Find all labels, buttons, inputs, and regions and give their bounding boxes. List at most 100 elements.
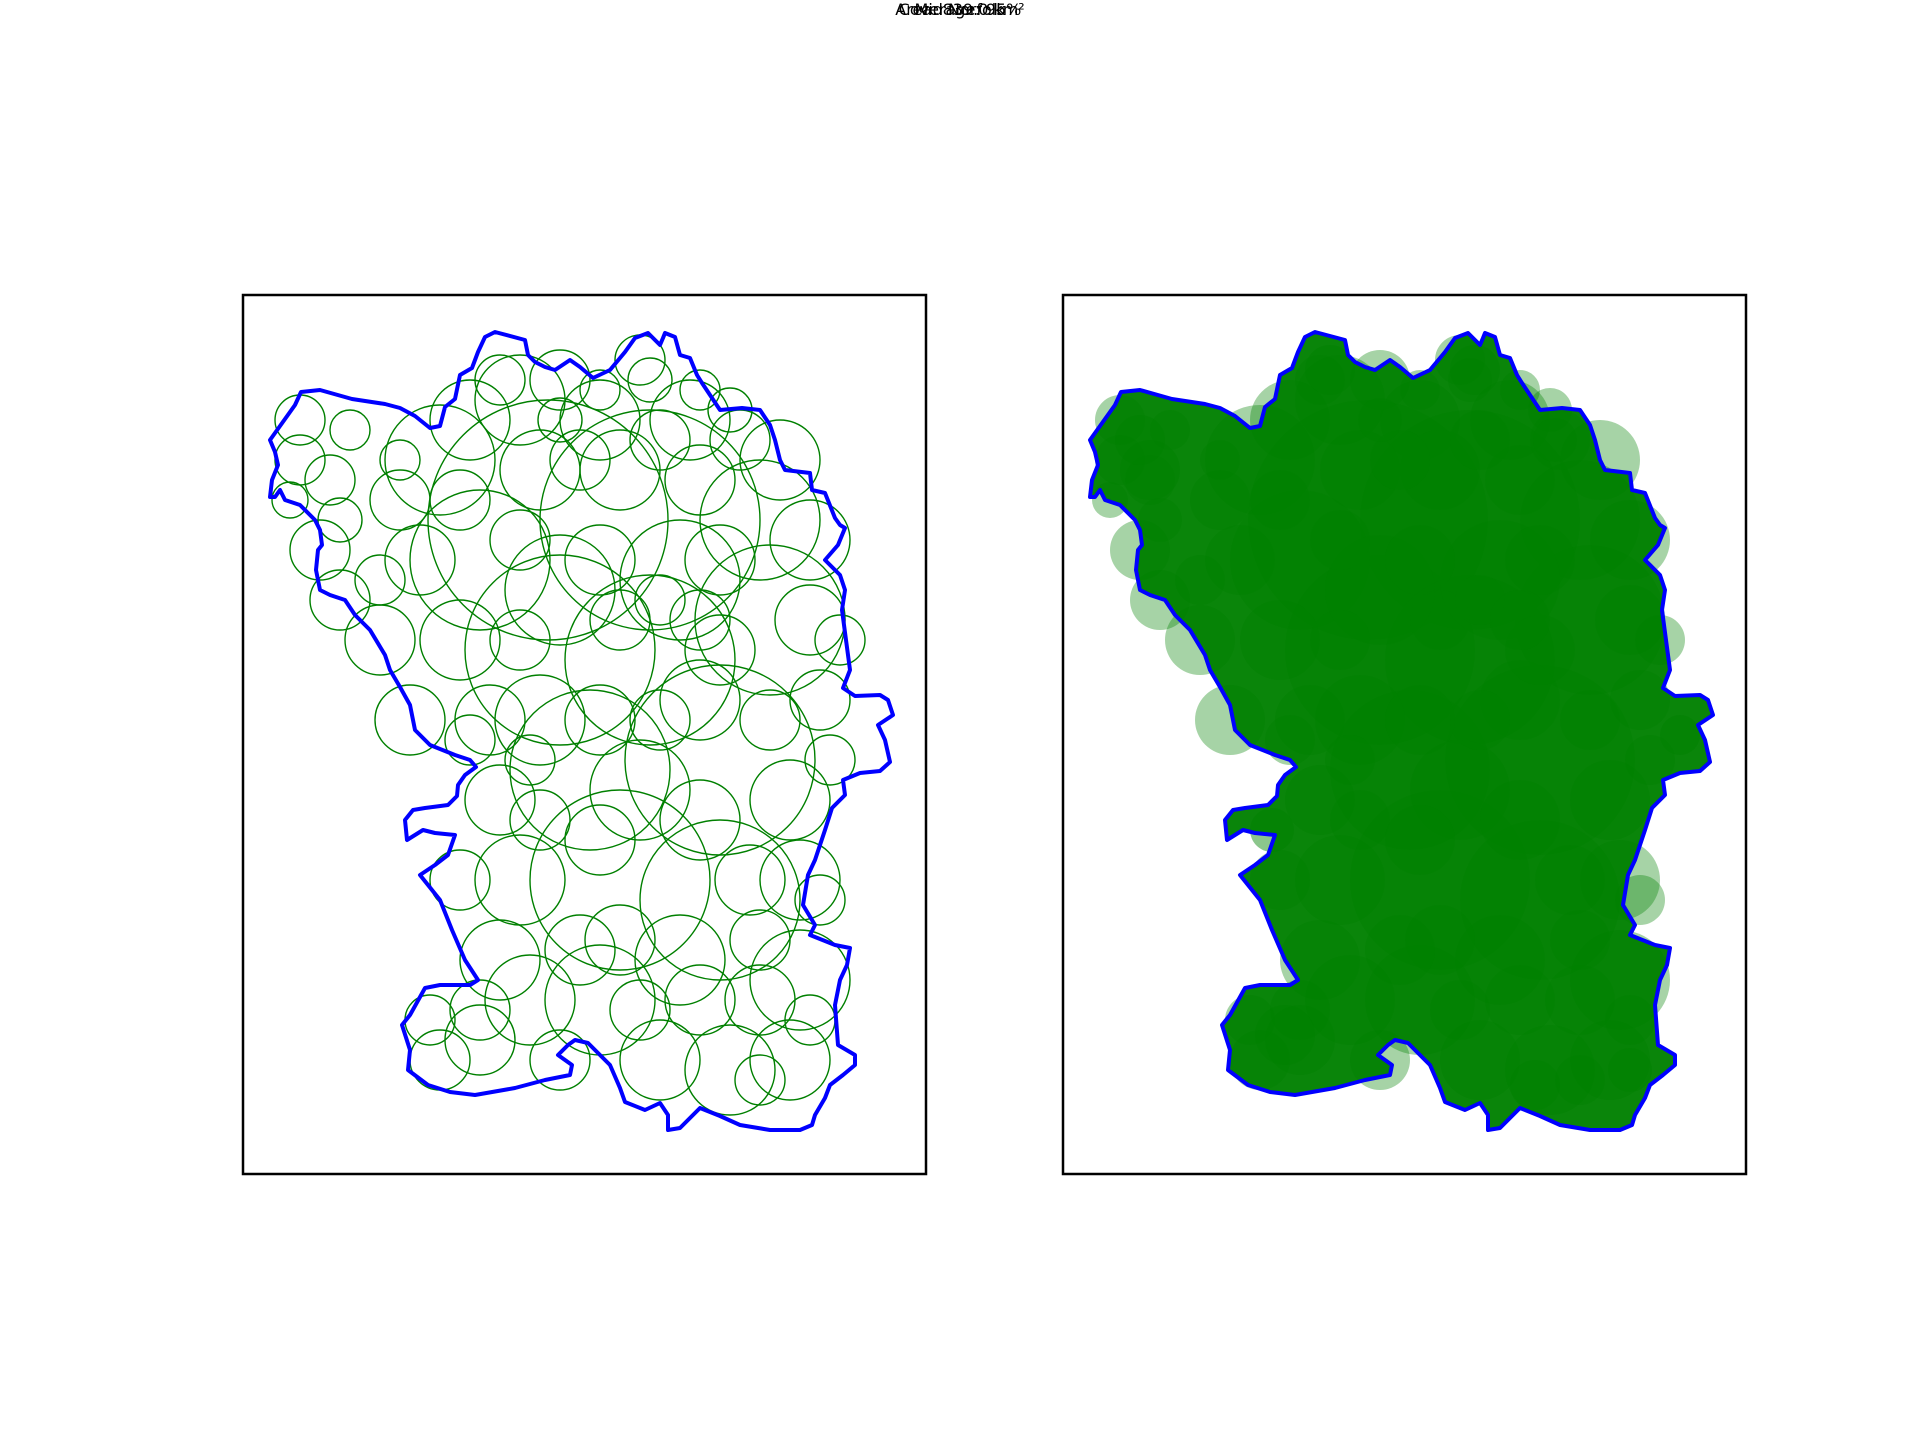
coverage-circle [589,589,651,651]
coverage-circle [539,409,761,631]
coverage-circle [354,554,406,606]
coverage-circle [409,489,551,631]
coverage-circle [1530,410,1590,470]
coverage-circle [1470,380,1550,460]
coverage-circle [489,509,551,571]
coverage-circle [564,574,736,746]
panel-outline-circles [241,293,928,1176]
coverage-circle [1225,995,1275,1045]
coverage-circle [627,357,673,403]
coverage-circle [1350,790,1530,970]
circle-layer [1092,335,1700,1115]
coverage-circle [1275,685,1345,755]
coverage-circle [1480,780,1560,860]
coverage-circle [1500,370,1540,410]
coverage-circle [1190,470,1250,530]
coverage-circle [559,379,641,461]
coverage-circle [1385,525,1455,595]
coverage-circle [1533,418,1577,462]
coverage-circle [1350,1030,1410,1090]
region-boundary [1088,330,1715,1132]
coverage-circle [814,614,866,666]
coverage-circle [584,904,656,976]
coverage-circle [659,659,741,741]
coverage-circle [429,379,511,461]
coverage-circle [734,1054,786,1106]
coverage-circle [1305,345,1355,395]
coverage-circle [1248,400,1488,640]
coverage-circle [729,909,791,971]
coverage-circle [1545,965,1615,1035]
coverage-circle [1195,685,1265,755]
coverage-circle [464,554,656,746]
coverage-circle [384,404,496,516]
coverage-circle [1125,455,1175,505]
coverage-circle [564,804,636,876]
coverage-circle [1405,905,1475,975]
coverage-circle [1325,535,1435,645]
coverage-circle [1380,380,1460,460]
coverage-circle [1240,600,1320,680]
coverage-circle [629,689,691,751]
coverage-circle [634,574,686,626]
coverage-circle [1365,915,1435,985]
coverage-circle [804,734,856,786]
coverage-circle [1625,735,1675,785]
coverage-circle [759,839,841,921]
coverage-circle [1285,765,1355,835]
coverage-circle [529,1029,591,1091]
figure-title: Mid Norfolk [914,0,1006,19]
coverage-circle [669,589,731,651]
coverage-circle [564,684,636,756]
coverage-circle [1505,525,1575,595]
coverage-circle [1200,440,1240,480]
coverage-circle [1440,520,1560,640]
coverage-circle [664,444,736,516]
coverage-circle [1485,445,1555,515]
coverage-circle [1325,735,1375,785]
coverage-circle [739,419,821,501]
coverage-circle [579,369,621,411]
coverage-circle [271,481,309,519]
coverage-circle [1610,670,1670,730]
coverage-circle [509,789,571,851]
coverage-circle [1400,370,1440,410]
coverage-circle [1570,930,1670,1030]
coverage-circle [619,1019,701,1101]
coverage-circle [1265,715,1315,765]
coverage-circle [1455,915,1545,1005]
coverage-circle [789,669,851,731]
coverage-circle [1095,435,1145,485]
coverage-circle [739,689,801,751]
coverage-circle [1448,358,1492,402]
coverage-circle [629,409,691,471]
coverage-circle [699,459,821,581]
coverage-circle [1120,440,1180,500]
coverage-circle [1250,470,1310,530]
coverage-circle [379,439,421,481]
coverage-circle [1555,1055,1605,1105]
coverage-circle [1450,690,1510,750]
coverage-circle [1460,820,1620,980]
coverage-circle [564,524,636,596]
coverage-circle [474,354,526,406]
coverage-circle [1450,410,1510,470]
coverage-circle [1270,980,1330,1040]
coverage-circle [537,397,583,443]
coverage-circle [684,1024,776,1116]
coverage-circle [1305,955,1395,1045]
coverage-circle [489,609,551,671]
coverage-circle [317,497,363,543]
coverage-circle [1605,995,1655,1045]
coverage-circle [419,599,501,681]
coverage-circle [429,469,491,531]
coverage-circle [1560,690,1620,750]
coverage-circle [1505,615,1575,685]
coverage-circle [1385,575,1555,745]
coverage-label: Coverage: 95% [898,0,1022,19]
region-boundary [268,330,895,1132]
coverage-circle [1505,1025,1595,1115]
coverage-circle [1570,760,1650,840]
coverage-circle [634,914,726,1006]
coverage-circle [1095,395,1145,445]
